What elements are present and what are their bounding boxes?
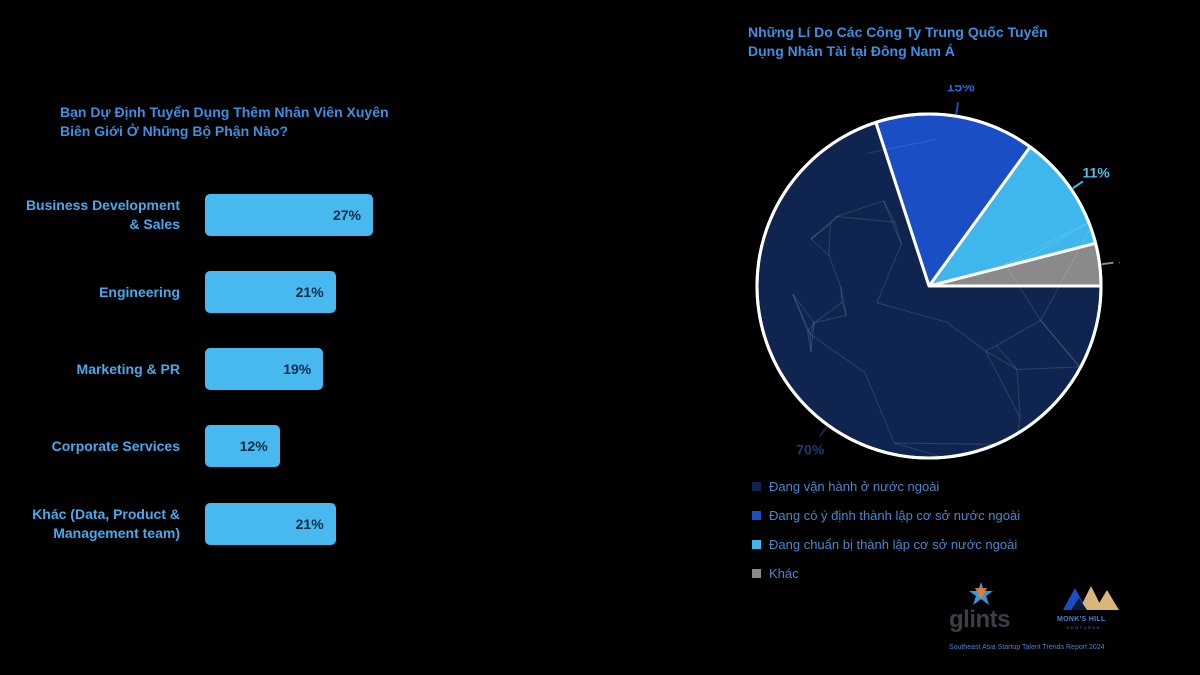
mesh-line [807,330,811,335]
bar-category-label: Khác (Data, Product & Management team) [32,506,180,541]
bar-category-label: Corporate Services [51,437,180,454]
brand-logos: glints MONK'S HILL VENTURES Southeast As… [945,580,1135,660]
pie-value-label: 4% [1119,253,1120,269]
mesh-line [841,302,847,316]
monks-hill-icon [1063,586,1119,610]
mesh-line [985,350,1018,370]
legend-item: Đang có ý định thành lập cơ sở nước ngoà… [752,507,1020,525]
bar-chart: Business Development & Sales 27% Engineeri… [25,194,373,545]
mesh-line [1017,366,1080,370]
legend-item: Đang vận hành ở nước ngoài [752,478,939,496]
report-footnote: Southeast Asia Startup Talent Trends Rep… [949,644,1105,651]
mesh-line [1040,218,1096,321]
monks-hill-logo: MONK'S HILL [1057,616,1106,623]
mesh-line [1016,369,1021,418]
mesh-line [995,345,1018,370]
glints-star-icon [969,582,993,605]
mesh-line [985,345,997,352]
bar: 19% [205,348,324,390]
legend-label: Khác [769,566,799,581]
mesh-line [809,322,815,335]
mesh-line [807,322,815,332]
legend-item: Đang chuẩn bị thành lập cơ sở nước ngoài [752,536,1017,554]
mesh-line [792,294,809,332]
mesh-line [840,286,847,316]
mesh-line [810,223,831,240]
pie-chart-title: Những Lí Do Các Công Ty Trung Quốc Tuyển… [748,24,1048,59]
mesh-line [985,350,1021,418]
pie-value-label: 11% [1082,164,1110,180]
legend-item: Khác [752,565,799,583]
mesh-line [867,138,938,154]
mesh-line [883,200,896,223]
legend-swatch [752,482,761,492]
mesh-line [792,294,811,335]
mesh-line [836,200,884,217]
legend-swatch [752,540,761,550]
mesh-line [894,222,902,245]
bar-value-label: 27% [332,207,361,223]
mesh-line [792,293,815,324]
bar: 21% [205,271,336,313]
mesh-line [1040,320,1084,371]
mesh-line [807,331,812,352]
bar-category-label: Business Development & Sales [25,197,180,232]
mesh-line [1004,218,1096,265]
bar-value-label: 19% [283,361,312,377]
mesh-line [1004,263,1042,321]
legend-label: Đang vận hành ở nước ngoài [769,479,940,494]
bar: 12% [205,425,280,467]
bar-value-label: 12% [239,438,268,454]
bar-chart-title: Bạn Dự Định Tuyển Dụng Thêm Nhân Viên Xu… [60,104,389,139]
mesh-line [813,301,843,324]
mesh-line [883,200,902,245]
bar-category-label: Marketing & PR [76,360,180,377]
pie-value-label: 15% [947,85,976,94]
mesh-line [1028,218,1096,258]
legend-swatch [752,569,761,579]
mesh-line [810,238,830,256]
bar: 21% [205,503,336,545]
mesh-line [828,255,842,287]
mesh-line [996,320,1041,347]
bar-value-label: 21% [295,284,324,300]
mesh-line [894,442,942,458]
legend-label: Đang chuẩn bị thành lập cơ sở nước ngoài [769,537,1018,552]
mesh-line [1004,256,1029,265]
mesh-line [876,302,948,323]
bar-category-label: Engineering [99,283,180,300]
mesh-line [828,223,831,256]
mesh-line [810,334,866,373]
mesh-line [810,216,838,240]
mesh-line [1040,320,1080,368]
monks-hill-subtitle: VENTURES [1067,625,1101,630]
mesh-line [809,334,812,352]
bar: 27% [205,194,373,236]
legend-swatch [752,511,761,521]
mesh-line [946,322,986,352]
pie-label-leader [1072,180,1084,190]
legend-label: Đang có ý định thành lập cơ sở nước ngoà… [769,508,1021,523]
mesh-line [810,322,815,352]
pie-chart: 70% 15% 11% 4% [755,85,1120,460]
pie-label-leader [818,426,828,438]
mesh-line [829,216,838,225]
mesh-line [864,372,895,444]
mesh-line [840,286,843,303]
glints-logo: glints [949,606,1011,633]
pie-value-label: 70% [796,441,825,457]
mesh-line [876,243,902,303]
pie-label-leader [1101,261,1114,266]
mesh-line [813,314,847,324]
bar-value-label: 21% [295,516,324,532]
mesh-line [836,215,895,223]
pie-outline [755,112,1103,460]
pie-label-leader [955,102,960,115]
